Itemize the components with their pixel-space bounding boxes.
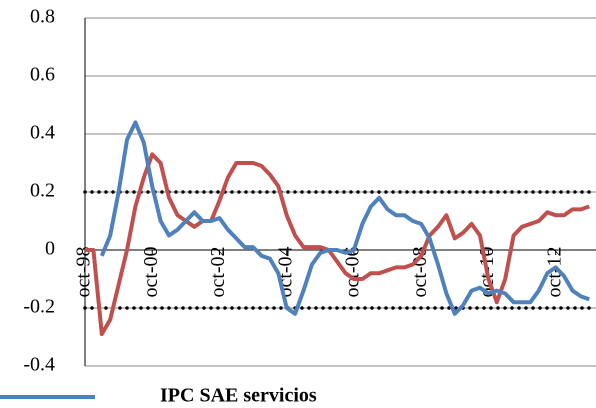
series-line — [85, 152, 590, 337]
y-tick-label: 0.2 — [30, 180, 55, 202]
series-line — [99, 120, 590, 316]
x-tick-label: oct-98 — [73, 246, 95, 297]
y-tick-label: 0.4 — [30, 122, 55, 144]
x-tick-label: oct-02 — [207, 246, 229, 297]
x-tick-label: oct-08 — [409, 246, 431, 297]
x-tick-label: oct-00 — [140, 246, 162, 297]
y-tick-label: 0.8 — [30, 6, 55, 28]
y-tick-label: -0.2 — [23, 296, 55, 318]
x-tick-label: oct-06 — [342, 246, 364, 297]
y-tick-label: 0.6 — [30, 64, 55, 86]
y-tick-label: -0.4 — [23, 354, 55, 376]
y-tick-label: 0 — [45, 238, 55, 260]
legend-label: IPC SAE servicios — [160, 385, 317, 407]
x-tick-label: oct-12 — [543, 246, 565, 297]
